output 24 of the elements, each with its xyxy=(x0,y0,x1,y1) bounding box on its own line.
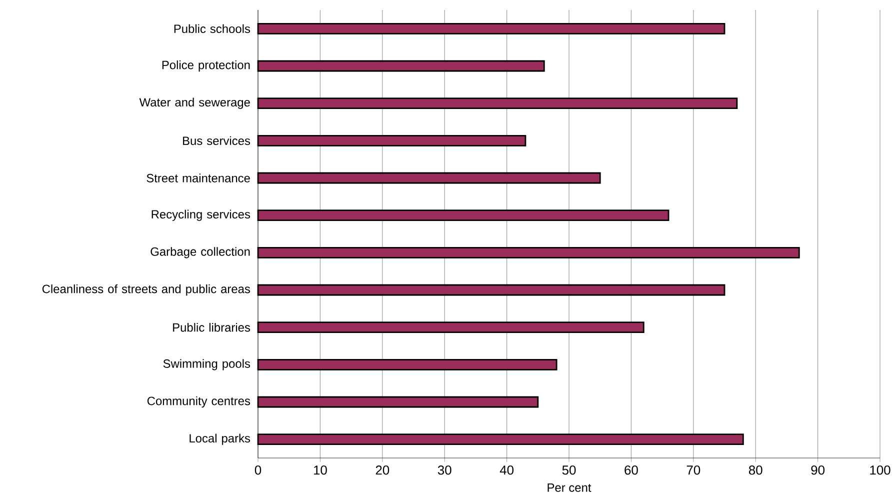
y-tick-label: Public libraries xyxy=(173,322,250,332)
x-tick-label: 10 xyxy=(314,466,327,475)
y-tick-label: Street maintenance xyxy=(146,174,250,182)
y-tick-label: Garbage collection xyxy=(150,247,250,258)
x-tick-label: 70 xyxy=(686,466,700,475)
x-tick-label: 40 xyxy=(500,466,514,475)
y-tick-label: Swimming pools xyxy=(163,359,250,370)
x-tick-label: 100 xyxy=(870,466,890,475)
x-tick-label: 90 xyxy=(811,466,825,475)
y-tick-label: Water and sewerage xyxy=(139,98,250,109)
x-tick-label: 30 xyxy=(438,466,452,475)
y-tick-label: Public schools xyxy=(174,24,250,34)
x-tick-label: 0 xyxy=(254,466,262,475)
x-tick-label: 60 xyxy=(624,466,638,475)
y-tick-label: Recycling services xyxy=(152,210,250,221)
x-axis-title: Per cent xyxy=(548,484,592,492)
x-tick-label: 50 xyxy=(562,466,576,475)
y-tick-label: Community centres xyxy=(147,396,250,408)
y-tick-label: Cleanliness of streets and public areas xyxy=(42,284,250,296)
x-tick-label: 80 xyxy=(748,466,762,475)
x-tick-label: 20 xyxy=(376,466,390,475)
y-tick-label: Local parks xyxy=(190,434,250,445)
y-tick-label: Bus services xyxy=(183,136,250,146)
y-tick-label: Police protection xyxy=(162,60,250,72)
